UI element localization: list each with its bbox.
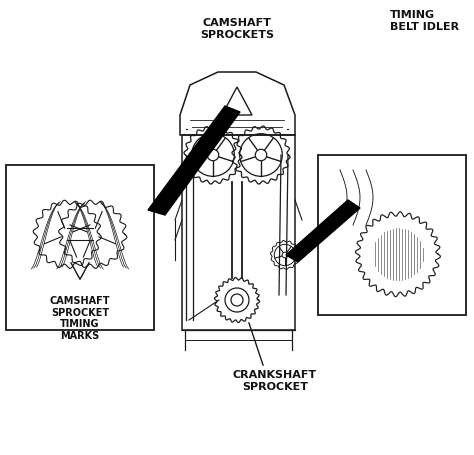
Bar — [182, 135, 295, 330]
Text: CAMSHAFT
SPROCKET
TIMING
MARKS: CAMSHAFT SPROCKET TIMING MARKS — [50, 296, 110, 341]
Circle shape — [387, 243, 409, 265]
Text: CRANKSHAFT
SPROCKET: CRANKSHAFT SPROCKET — [233, 370, 317, 392]
Bar — [318, 155, 466, 315]
Text: CAMSHAFT
SPROCKETS: CAMSHAFT SPROCKETS — [200, 18, 274, 40]
Polygon shape — [148, 106, 240, 215]
Text: TIMING
BELT IDLER: TIMING BELT IDLER — [390, 10, 459, 31]
Bar — [6, 165, 154, 330]
Polygon shape — [286, 200, 360, 262]
